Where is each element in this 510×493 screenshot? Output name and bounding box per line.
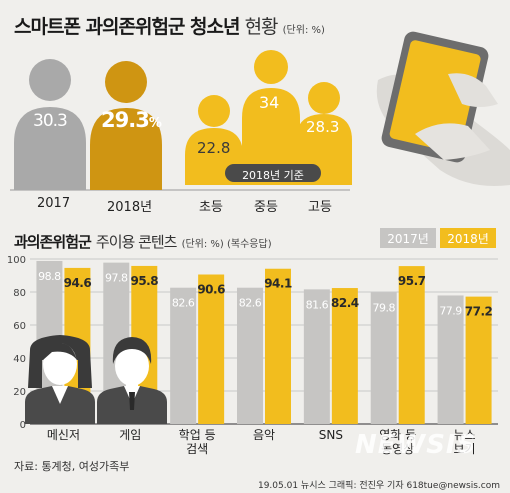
value-middle: 34 bbox=[259, 93, 280, 112]
y-tick-label: 20 bbox=[13, 387, 26, 398]
student-boy-icon bbox=[97, 337, 167, 424]
bar-2018 bbox=[465, 296, 492, 424]
person-middle-icon bbox=[242, 50, 300, 185]
bar-value-label: 82.6 bbox=[172, 297, 195, 310]
year-2018-label: 2018년 bbox=[107, 200, 153, 215]
category-label: SNS bbox=[319, 428, 343, 442]
bar-value-label: 82.6 bbox=[239, 297, 262, 310]
badge-2018: 2018년 기준 bbox=[225, 164, 321, 182]
label-high: 고등 bbox=[308, 200, 332, 215]
bar-2018 bbox=[265, 268, 291, 424]
label-elementary: 초등 bbox=[199, 200, 223, 215]
y-tick-label: 60 bbox=[13, 321, 26, 332]
newsis-watermark: NEWSIS bbox=[355, 430, 477, 460]
bar-value-label: 95.7 bbox=[398, 274, 426, 288]
value-2017: 30.3 bbox=[33, 111, 68, 131]
bar-2017 bbox=[303, 289, 330, 424]
source-note: 자료: 통계청, 여성가족부 bbox=[14, 460, 130, 473]
bar-value-label: 90.6 bbox=[197, 283, 225, 297]
year-2017-label: 2017 bbox=[37, 196, 71, 211]
y-tick-label: 0 bbox=[20, 420, 26, 431]
person-2017-icon bbox=[14, 59, 86, 190]
title-unit: (단위: %) bbox=[282, 25, 325, 36]
y-tick-label: 80 bbox=[13, 288, 26, 299]
credit-note: 19.05.01 뉴시스 그래픽: 전진우 기자 618tue@newsis.c… bbox=[257, 481, 500, 491]
bar-2018 bbox=[198, 274, 225, 424]
value-2018: 29.3% bbox=[101, 108, 162, 132]
category-label: 게임 bbox=[119, 428, 141, 442]
category-label: 음악 bbox=[253, 428, 275, 442]
smartphone-hand-illustration bbox=[376, 31, 510, 186]
value-high: 28.3 bbox=[306, 118, 340, 136]
person-2018-icon bbox=[90, 61, 162, 190]
title-bold: 스마트폰 과의존위험군 청소년 bbox=[14, 16, 240, 38]
category-label: 학업 등 bbox=[179, 428, 216, 442]
category-label: 뉴스 bbox=[454, 428, 476, 442]
bar-value-label: 81.6 bbox=[306, 298, 329, 311]
label-middle: 중등 bbox=[254, 200, 278, 215]
legend-2017: 2017년 bbox=[380, 228, 436, 248]
title-light: 현황 bbox=[244, 16, 279, 38]
bar-2017 bbox=[237, 287, 263, 424]
bar-value-label: 82.4 bbox=[331, 296, 359, 310]
bar-value-label: 94.6 bbox=[64, 276, 92, 290]
y-tick-label: 40 bbox=[13, 354, 26, 365]
bar-2018 bbox=[398, 266, 425, 424]
bar-2017 bbox=[170, 287, 197, 424]
bar-value-label: 98.8 bbox=[38, 270, 61, 283]
bar-value-label: 94.1 bbox=[264, 277, 292, 291]
page-title: 스마트폰 과의존위험군 청소년 현황 (단위: %) bbox=[14, 12, 325, 39]
y-tick-label: 100 bbox=[7, 255, 26, 266]
category-label: 보기 bbox=[454, 442, 476, 456]
value-elementary: 22.8 bbox=[197, 139, 231, 157]
bar-2017 bbox=[370, 292, 397, 424]
bar-value-label: 77.9 bbox=[439, 304, 462, 317]
bar-2018 bbox=[331, 288, 358, 424]
student-girl-icon bbox=[25, 335, 95, 424]
legend-2018: 2018년 bbox=[440, 228, 496, 248]
category-label: 영화 등 bbox=[379, 428, 416, 442]
category-label: 동영상 bbox=[381, 442, 414, 456]
bar-value-label: 97.8 bbox=[105, 272, 128, 285]
category-label: 검색 bbox=[186, 442, 208, 456]
bar-value-label: 77.2 bbox=[465, 305, 493, 319]
category-label: 메신저 bbox=[47, 428, 80, 442]
section-title: 과의존위험군 주이용 콘텐츠 (단위: %) (복수응답) bbox=[14, 233, 272, 251]
bar-value-label: 79.8 bbox=[372, 301, 395, 314]
overall-figures bbox=[10, 31, 510, 191]
bar-value-label: 95.8 bbox=[130, 274, 158, 288]
bar-2017 bbox=[437, 295, 464, 424]
